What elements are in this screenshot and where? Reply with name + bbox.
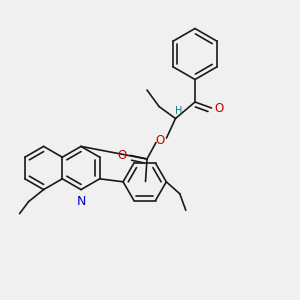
Text: O: O [118, 149, 127, 162]
Text: O: O [214, 101, 224, 115]
Text: N: N [76, 195, 86, 208]
Text: O: O [155, 134, 164, 147]
Text: H: H [175, 106, 182, 116]
